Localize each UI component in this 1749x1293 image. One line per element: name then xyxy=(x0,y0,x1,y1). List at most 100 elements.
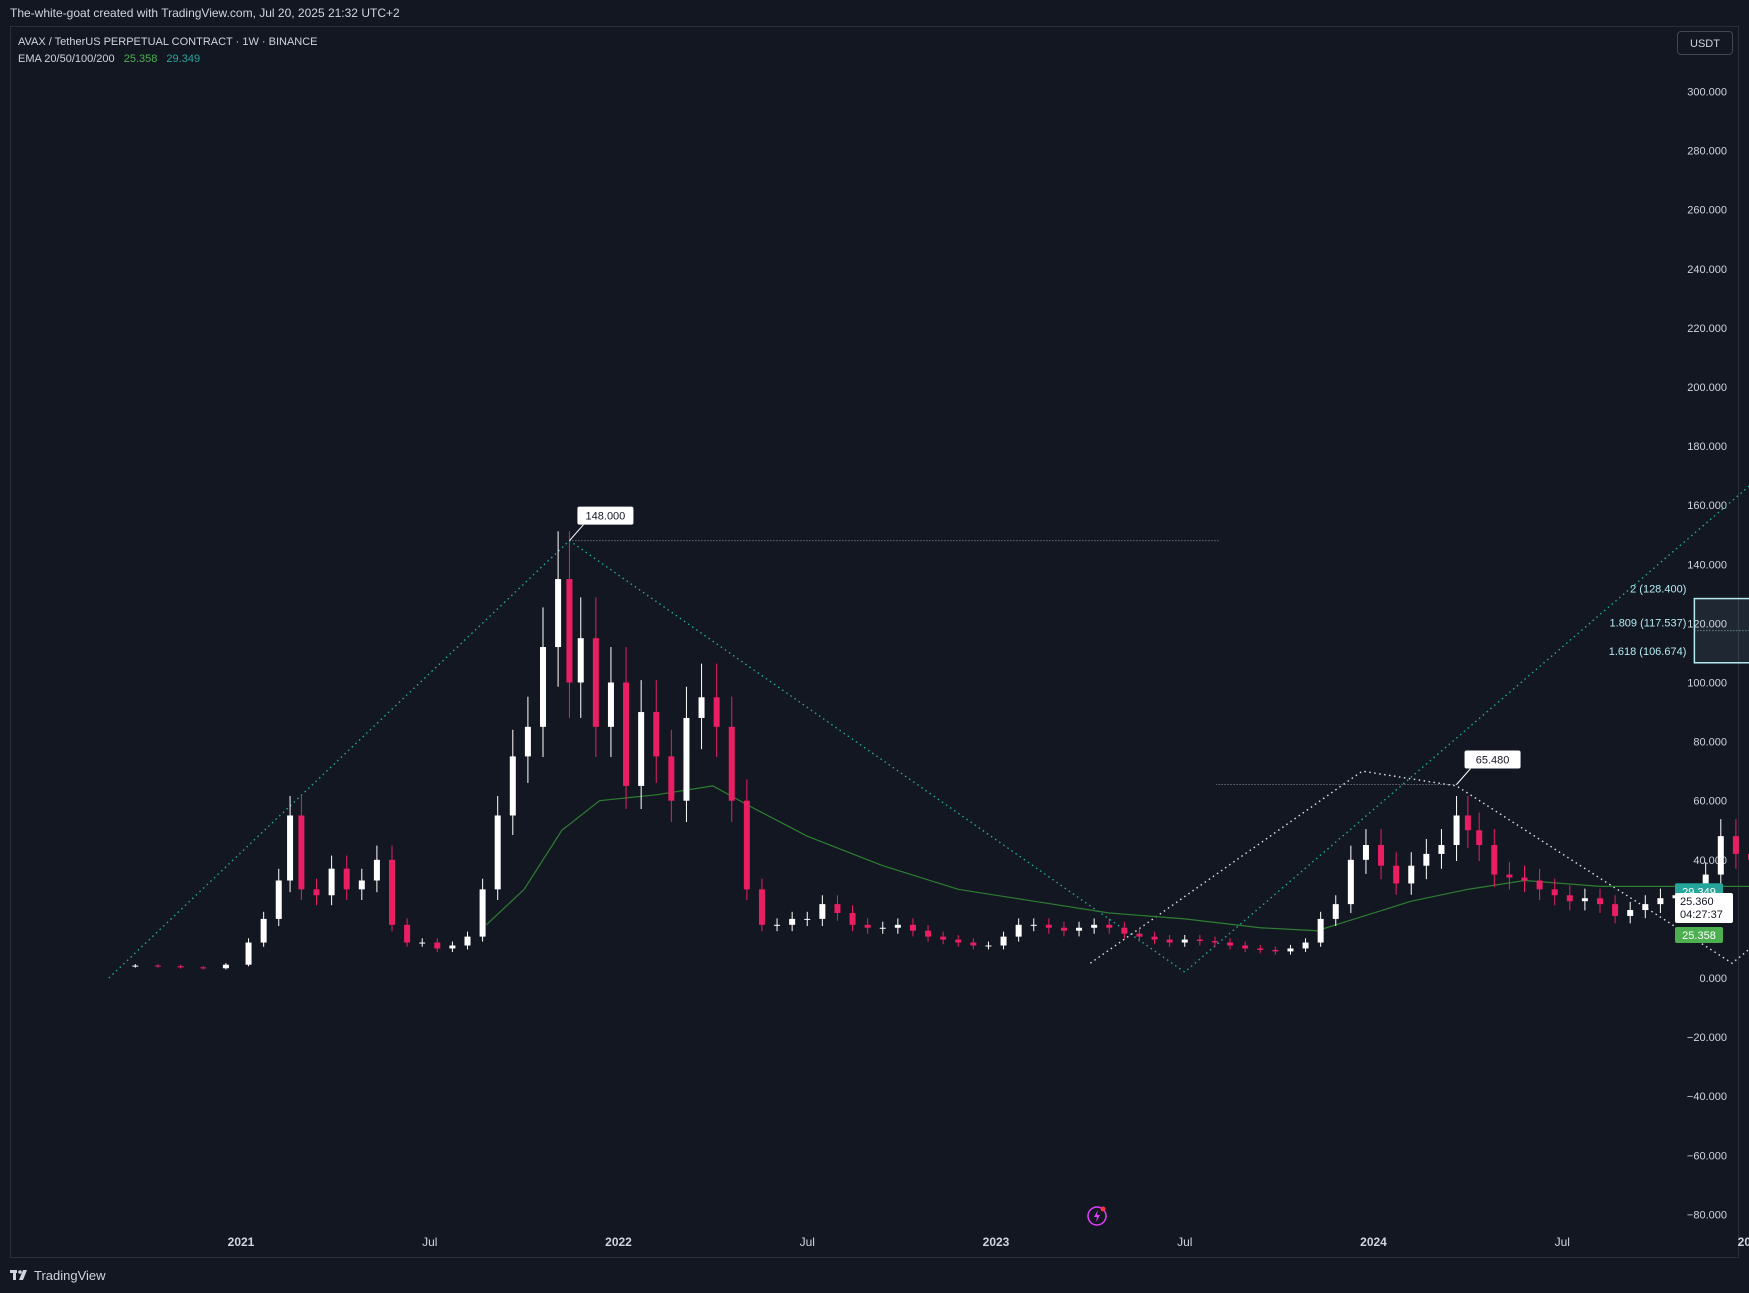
candle-body[interactable] xyxy=(222,964,229,969)
candle-body[interactable] xyxy=(1317,918,1324,943)
candle-body[interactable] xyxy=(434,942,441,949)
candle-body[interactable] xyxy=(1581,898,1588,902)
tradingview-brand[interactable]: TradingView xyxy=(10,1268,106,1283)
candle-body[interactable] xyxy=(623,682,630,786)
candle-body[interactable] xyxy=(1030,924,1037,926)
currency-button[interactable]: USDT xyxy=(1677,31,1733,55)
candle-body[interactable] xyxy=(245,942,252,965)
candle-body[interactable] xyxy=(774,924,781,926)
candle-body[interactable] xyxy=(373,859,380,881)
candle-body[interactable] xyxy=(1597,898,1603,905)
candle-body[interactable] xyxy=(1408,865,1415,884)
candle-body[interactable] xyxy=(1717,836,1724,875)
teal-projection-path[interactable] xyxy=(108,224,1749,979)
candle-body[interactable] xyxy=(275,880,282,919)
candle-body[interactable] xyxy=(1196,939,1203,942)
candle-body[interactable] xyxy=(1211,941,1218,943)
candle-body[interactable] xyxy=(540,647,546,727)
candle-body[interactable] xyxy=(743,800,750,890)
chart-pane[interactable] xyxy=(10,26,1739,1258)
candle-body[interactable] xyxy=(389,859,395,925)
candle-body[interactable] xyxy=(1242,945,1249,949)
candle-body[interactable] xyxy=(834,904,841,913)
candle-body[interactable] xyxy=(1362,845,1369,860)
candle-body[interactable] xyxy=(1302,942,1309,949)
candle-body[interactable] xyxy=(1627,910,1634,916)
candle-body[interactable] xyxy=(1453,815,1460,846)
events-icon[interactable] xyxy=(1087,1206,1107,1226)
candle-body[interactable] xyxy=(132,965,139,967)
candle-body[interactable] xyxy=(804,918,811,920)
candle-body[interactable] xyxy=(1491,845,1498,875)
candle-body[interactable] xyxy=(1476,830,1483,846)
candle-body[interactable] xyxy=(864,924,871,928)
candle-body[interactable] xyxy=(713,697,720,727)
current-price-tag[interactable] xyxy=(1675,893,1733,924)
candle-body[interactable] xyxy=(1642,904,1649,911)
candle-body[interactable] xyxy=(577,638,584,683)
candle-body[interactable] xyxy=(1521,877,1528,881)
candle-body[interactable] xyxy=(555,579,562,648)
symbol-title[interactable]: AVAX / TetherUS PERPETUAL CONTRACT · 1W … xyxy=(18,36,318,48)
candle-body[interactable] xyxy=(200,967,207,969)
candle-body[interactable] xyxy=(1287,948,1294,952)
candle-body[interactable] xyxy=(970,942,977,946)
candle-body[interactable] xyxy=(925,930,932,937)
candle-body[interactable] xyxy=(1393,865,1400,884)
candle-body[interactable] xyxy=(494,815,501,890)
candle-body[interactable] xyxy=(566,579,573,683)
candle-body[interactable] xyxy=(1060,927,1067,931)
candle-body[interactable] xyxy=(1272,949,1279,952)
candle-body[interactable] xyxy=(1121,927,1128,934)
candle-body[interactable] xyxy=(1227,942,1234,946)
candle-body[interactable] xyxy=(1091,924,1098,928)
candle-body[interactable] xyxy=(313,889,320,896)
candle-body[interactable] xyxy=(683,717,690,801)
candle-body[interactable] xyxy=(358,880,365,890)
candle-body[interactable] xyxy=(592,638,599,727)
candle-body[interactable] xyxy=(509,756,516,816)
candle-body[interactable] xyxy=(1657,898,1664,905)
candle-body[interactable] xyxy=(479,889,486,937)
candle-body[interactable] xyxy=(1438,845,1445,854)
candle-body[interactable] xyxy=(638,712,645,786)
candle-body[interactable] xyxy=(607,682,614,727)
candle-body[interactable] xyxy=(728,726,735,801)
candle-body[interactable] xyxy=(1347,859,1354,905)
candle-body[interactable] xyxy=(1106,924,1113,928)
second-peak-price-label-box[interactable] xyxy=(1464,750,1521,769)
candle-body[interactable] xyxy=(1423,853,1430,866)
candle-body[interactable] xyxy=(449,945,456,949)
candle-body[interactable] xyxy=(758,889,765,925)
candle-body[interactable] xyxy=(955,939,962,943)
candle-body[interactable] xyxy=(849,912,856,925)
candle-body[interactable] xyxy=(177,966,184,968)
candle-body[interactable] xyxy=(698,697,705,718)
ema-legend[interactable]: EMA 20/50/100/200 25.358 29.349 xyxy=(18,51,318,68)
candle-body[interactable] xyxy=(985,945,992,947)
candle-body[interactable] xyxy=(464,936,471,946)
candle-body[interactable] xyxy=(1181,939,1188,943)
candle-body[interactable] xyxy=(1612,904,1619,916)
candle-body[interactable] xyxy=(789,918,796,925)
candle-body[interactable] xyxy=(879,927,886,929)
candle-body[interactable] xyxy=(1551,889,1558,896)
candle-body[interactable] xyxy=(524,726,531,757)
candle-body[interactable] xyxy=(1464,815,1471,831)
candle-body[interactable] xyxy=(1506,874,1513,878)
candle-body[interactable] xyxy=(343,868,350,890)
candle-body[interactable] xyxy=(819,904,826,919)
candle-body[interactable] xyxy=(940,936,947,940)
candle-body[interactable] xyxy=(1566,895,1573,902)
candle-body[interactable] xyxy=(668,756,675,801)
candle-body[interactable] xyxy=(653,712,660,757)
peak-price-label-box[interactable] xyxy=(577,506,634,525)
candle-body[interactable] xyxy=(1332,904,1339,919)
candle-body[interactable] xyxy=(1166,939,1173,943)
candle-body[interactable] xyxy=(1257,948,1264,950)
candle-body[interactable] xyxy=(1076,927,1083,931)
candle-body[interactable] xyxy=(1136,933,1143,937)
candle-body[interactable] xyxy=(1378,845,1385,866)
candle-body[interactable] xyxy=(1151,936,1158,940)
